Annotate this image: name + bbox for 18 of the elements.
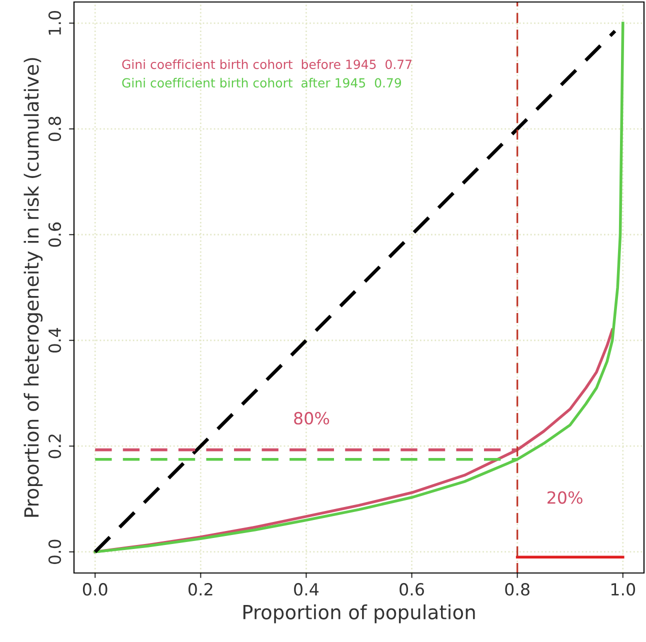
y-tick-label: 0.2 bbox=[48, 434, 62, 458]
annotation: 80% bbox=[294, 412, 330, 425]
y-tick-label: 0.0 bbox=[48, 540, 62, 564]
x-tick-label: 0.4 bbox=[294, 583, 319, 596]
annotation: Gini coefficient birth cohort before 1945 0.77 bbox=[122, 59, 412, 70]
x-axis-title: Proportion of population bbox=[243, 604, 475, 624]
y-tick-label: 1.0 bbox=[48, 11, 62, 35]
y-tick-label: 0.6 bbox=[48, 222, 62, 247]
y-tick-label: 0.4 bbox=[48, 328, 62, 353]
annotation: Gini coefficient birth cohort after 1945 0.79 bbox=[122, 78, 402, 88]
x-tick-label: 0.8 bbox=[505, 583, 530, 596]
annotation: 20% bbox=[548, 491, 582, 504]
y-tick-label: 0.8 bbox=[48, 116, 62, 142]
x-tick-label: 0.2 bbox=[188, 583, 212, 596]
y-axis-title: Proportion of heterogeneity in risk (cumulative) bbox=[24, 58, 43, 517]
x-tick-label: 1.0 bbox=[611, 583, 636, 596]
x-tick-label: 0.6 bbox=[400, 583, 424, 596]
x-tick-label: 0.0 bbox=[82, 583, 108, 596]
